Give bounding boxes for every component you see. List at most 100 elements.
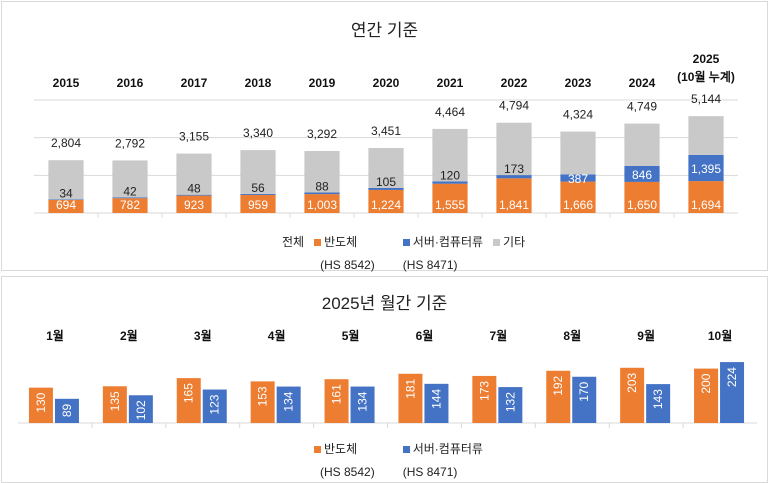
data-label-semiconductor: 1,650: [627, 198, 657, 212]
legend-total: 전체: [282, 235, 305, 249]
bar-server: [176, 194, 212, 196]
legend-swatch-semiconductor: [314, 239, 322, 246]
category-label: 2022: [501, 76, 528, 90]
data-label-server: 846: [632, 168, 652, 182]
data-label-server: 102: [134, 400, 148, 420]
bar-server: [202, 389, 227, 423]
legend-server-code: (HS 8471): [402, 465, 458, 479]
bar-server: [112, 197, 148, 199]
legend-swatch-other: [493, 239, 501, 246]
legend-swatch-semiconductor: [314, 446, 321, 453]
bar-semiconductor: [624, 181, 660, 213]
data-label-semiconductor: 1,555: [435, 198, 465, 212]
bar-server: [128, 395, 153, 423]
category-label: 1월: [46, 328, 64, 343]
bar-server: [48, 199, 84, 200]
data-label-total: 2,792: [115, 136, 145, 150]
category-label: 2021: [437, 76, 464, 90]
bar-other: [368, 148, 404, 188]
bar-semiconductor: [694, 368, 719, 423]
data-label-semiconductor: 192: [551, 375, 565, 395]
bar-server: [688, 154, 724, 182]
data-label-server: 88: [315, 179, 329, 193]
data-label-total: 4,794: [499, 99, 529, 113]
bar-semiconductor: [546, 370, 571, 423]
bar-server: [54, 398, 79, 423]
bar-semiconductor: [240, 194, 276, 213]
bar-semiconductor: [560, 181, 596, 213]
category-label: 2020: [373, 76, 400, 90]
bar-other: [112, 160, 148, 198]
data-label-semiconductor: 173: [477, 381, 491, 401]
legend-server: 서버·컴퓨터류: [412, 442, 483, 456]
bar-semiconductor: [28, 387, 53, 423]
category-label: 6월: [416, 328, 434, 343]
legend-semiconductor-code: (HS 8542): [320, 258, 375, 272]
bar-other: [496, 122, 532, 176]
data-label-semiconductor: 1,841: [499, 198, 529, 212]
bar-semiconductor: [688, 181, 724, 213]
data-label-semiconductor: 694: [56, 198, 76, 212]
data-label-semiconductor: 782: [120, 198, 140, 212]
category-label: 9월: [637, 328, 655, 343]
bar-semiconductor: [496, 178, 532, 213]
bar-server: [646, 384, 671, 423]
data-label-total: 3,451: [371, 124, 401, 138]
bar-semiconductor: [304, 194, 340, 213]
data-label-semiconductor: 959: [248, 198, 268, 212]
monthly-chart-panel: 2025년 월간 기준 1월 130 89 2월 135 102 3월 165 123 4월 153…: [1, 276, 768, 483]
monthly-chart: 1월 130 89 2월 135 102 3월 165 123 4월 153 134 5월 161 134 6…: [18, 328, 757, 428]
bar-semiconductor: [432, 183, 468, 213]
data-label-semiconductor: 923: [184, 198, 204, 212]
bar-other: [624, 123, 660, 166]
category-label: 2017: [181, 76, 208, 90]
bar-semiconductor: [112, 198, 148, 213]
data-label-semiconductor: 161: [330, 384, 344, 404]
bar-server: [496, 175, 532, 179]
category-label: 8월: [563, 328, 581, 343]
data-label-semiconductor: 181: [403, 378, 417, 398]
data-label-server: 42: [123, 184, 137, 198]
data-label-server: 56: [251, 181, 265, 195]
legend-semiconductor: 반도체: [324, 442, 358, 456]
data-label-server: 170: [577, 381, 591, 401]
bar-semiconductor: [48, 199, 84, 213]
data-label-semiconductor: 1,003: [307, 198, 337, 212]
data-label-semiconductor: 130: [34, 392, 48, 412]
bar-semiconductor: [102, 386, 127, 423]
monthly-legend: 반도체 (HS 8542) 서버·컴퓨터류 (HS 8471): [314, 440, 483, 479]
data-label-semiconductor: 200: [699, 373, 713, 393]
bar-other: [48, 160, 84, 200]
category-label: 10월: [708, 328, 732, 343]
data-label-server: 123: [208, 394, 222, 414]
data-label-server: 224: [725, 367, 739, 387]
category-label: 5월: [342, 328, 360, 343]
data-label-total: 4,324: [563, 108, 593, 122]
data-label-server: 1,395: [691, 162, 721, 176]
data-label-total: 3,292: [307, 127, 337, 141]
bar-semiconductor: [176, 378, 201, 423]
data-label-server: 48: [187, 182, 201, 196]
data-label-total: 3,340: [243, 126, 273, 140]
bar-server: [276, 386, 301, 423]
legend-semiconductor-code: (HS 8542): [320, 465, 375, 479]
category-label: 4월: [268, 328, 286, 343]
category-label: (10월 누계): [677, 69, 735, 84]
bar-semiconductor: [620, 367, 645, 423]
category-label: 2018: [245, 76, 272, 90]
bar-server: [424, 383, 449, 423]
bar-other: [560, 131, 596, 175]
monthly-chart-title: 2025년 월간 기준: [321, 294, 448, 313]
legend-other: 기타: [503, 235, 526, 249]
legend-swatch-server: [402, 446, 410, 453]
data-label-semiconductor: 1,666: [563, 198, 593, 212]
data-label-server: 132: [503, 392, 517, 412]
data-label-server: 105: [376, 175, 396, 189]
data-label-server: 34: [59, 186, 73, 200]
annual-chart-panel: 연간 기준 2015 694 34 2,804 2016 782 42 2,792 2017 92…: [1, 1, 768, 272]
bar-server: [240, 193, 276, 195]
data-label-semiconductor: 203: [625, 372, 639, 392]
data-label-semiconductor: 135: [108, 391, 122, 411]
bar-server: [432, 181, 468, 184]
